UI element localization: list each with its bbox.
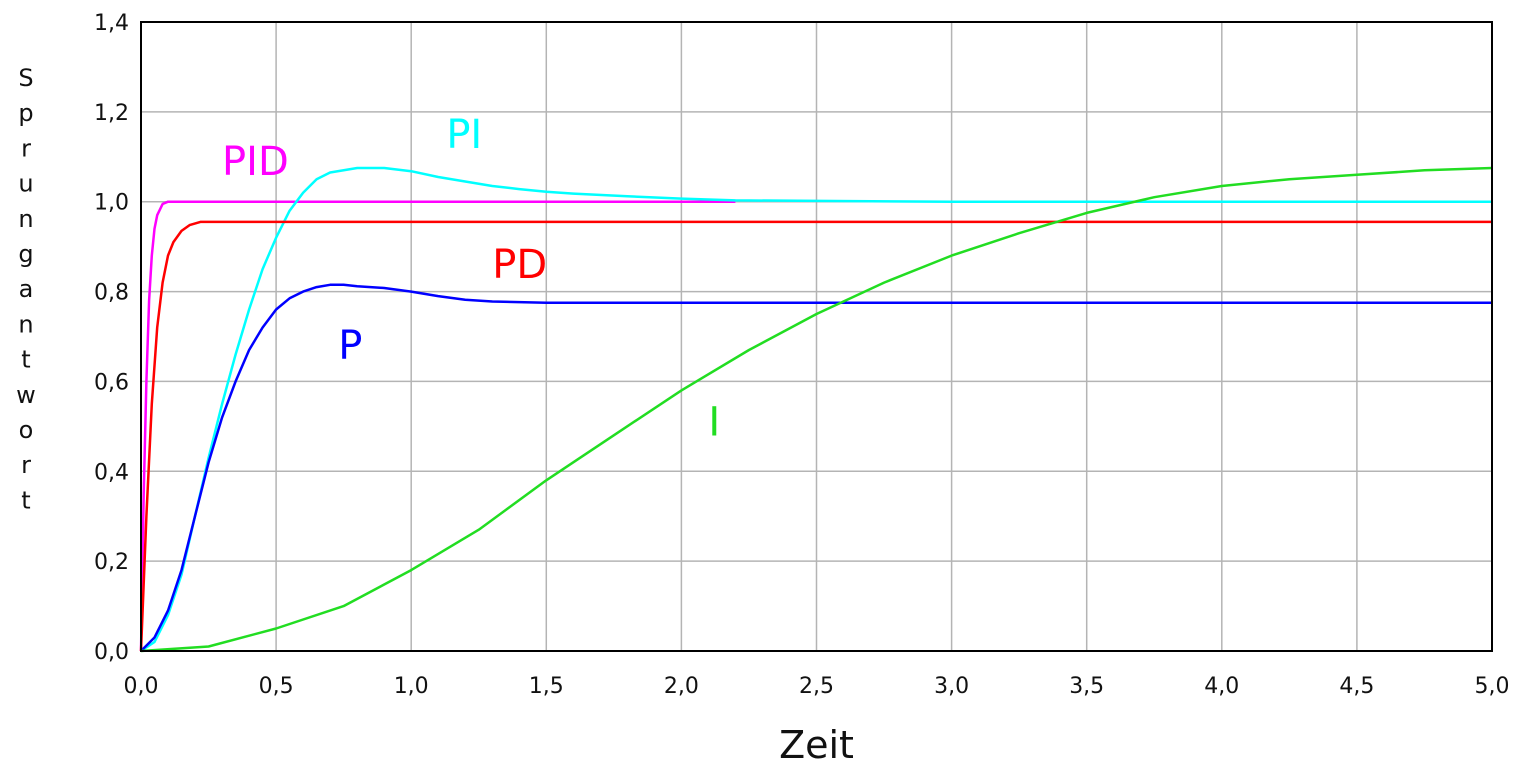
x-axis-label: Zeit [779,723,854,767]
y-axis-label-char: n [18,205,33,233]
series-label-pid: PID [222,139,289,185]
series-line-pd [139,220,1492,652]
series-line-p [140,283,1492,652]
y-tick-label: 0,0 [94,640,129,665]
y-tick-label: 1,4 [94,11,129,36]
y-axis-label-char: t [21,346,30,374]
x-tick-label: 0,5 [259,674,294,699]
x-tick-label: 1,0 [394,674,429,699]
x-tick-label: 4,0 [1204,674,1239,699]
y-axis-label-char: p [18,99,33,127]
x-tick-label: 3,5 [1069,674,1104,699]
x-tick-labels: 0,0 0,5 1,0 1,5 2,0 2,5 3,0 3,5 4,0 4,5 5,0 [124,674,1510,699]
y-axis-label-char: S [18,64,33,92]
y-axis-label-char: w [16,381,36,409]
y-axis-label-char: g [18,240,33,268]
y-tick-labels: 0,0 0,2 0,4 0,6 0,8 1,0 1,2 1,4 [94,11,129,665]
series-label-pd: PD [492,242,547,288]
x-tick-label: 4,5 [1339,674,1374,699]
x-tick-label: 0,0 [124,674,159,699]
y-tick-label: 0,4 [94,460,129,485]
series-label-i: I [708,399,720,445]
series-line-pid [139,200,736,652]
y-axis-label-char: o [19,416,34,444]
series-line-i [140,166,1493,653]
series-label-pi: PI [446,112,482,158]
y-tick-label: 0,6 [94,370,129,395]
x-tick-label: 2,5 [799,674,834,699]
y-axis-label-char: t [21,486,30,514]
y-axis-label-char: r [21,451,31,479]
y-axis-label-char: n [18,310,33,338]
y-tick-label: 0,8 [94,281,129,306]
series-label-p: P [338,323,362,369]
x-tick-label: 2,0 [664,674,699,699]
x-tick-label: 5,0 [1475,674,1510,699]
series-group [139,166,1493,653]
y-axis-label-char: u [18,170,33,198]
y-tick-label: 1,0 [94,191,129,216]
y-tick-label: 1,2 [94,101,129,126]
y-axis-label-char: r [21,134,31,162]
x-tick-label: 3,0 [934,674,969,699]
plot-area-frame [140,21,1493,652]
y-tick-label: 0,2 [94,550,129,575]
x-tick-label: 1,5 [529,674,564,699]
y-axis-label-char: a [19,275,34,303]
